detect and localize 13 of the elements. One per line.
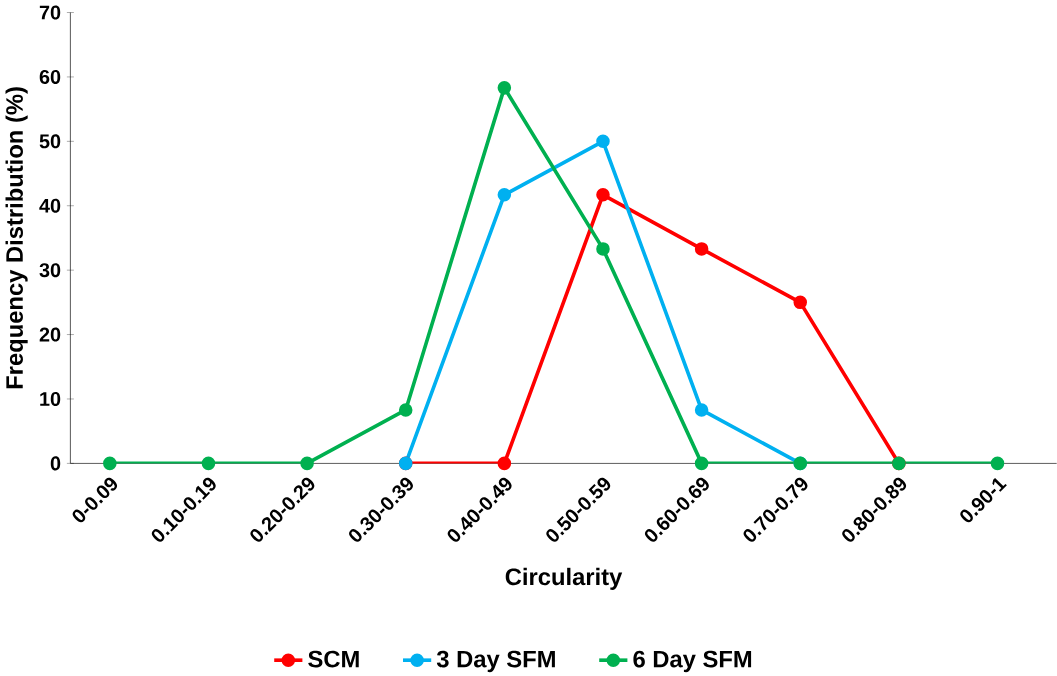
y-tick-label: 10 [40, 391, 61, 406]
y-axis-title: Frequency Distribution (%) [5, 87, 28, 389]
y-tick-label: 20 [39, 327, 61, 342]
legend-label: 6 Day SFM [633, 650, 752, 673]
y-tick-label: 40 [39, 198, 61, 213]
y-tick-label: 50 [39, 134, 61, 149]
legend-label: SCM [308, 650, 359, 668]
y-tick-label: 30 [39, 262, 61, 278]
y-tick-label: 70 [39, 5, 61, 20]
y-tick-label: 60 [39, 69, 61, 84]
legend-label: 3 Day SFM [436, 650, 555, 673]
x-axis-title: Circularity [505, 567, 623, 590]
y-tick-label: 0 [50, 456, 61, 471]
